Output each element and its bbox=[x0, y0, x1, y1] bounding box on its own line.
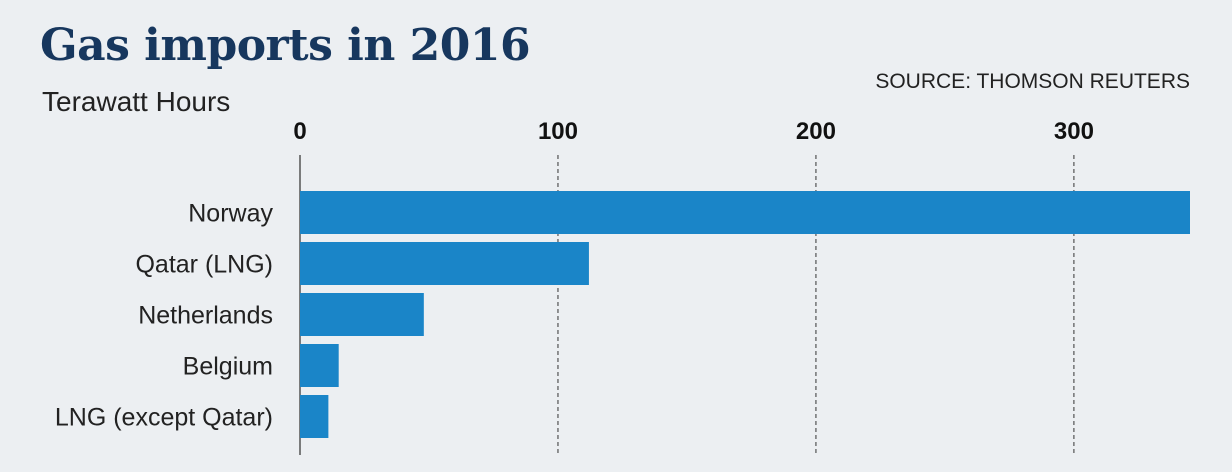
category-label: Qatar (LNG) bbox=[135, 251, 273, 279]
chart-title: Gas imports in 2016 bbox=[40, 20, 531, 71]
bar bbox=[300, 293, 424, 336]
bar bbox=[300, 395, 329, 438]
x-tick-label: 200 bbox=[796, 118, 836, 145]
category-label: Netherlands bbox=[138, 302, 273, 330]
x-tick-label: 300 bbox=[1054, 118, 1094, 145]
x-tick-label: 0 bbox=[293, 118, 306, 145]
category-label: LNG (except Qatar) bbox=[55, 404, 273, 432]
x-tick-label: 100 bbox=[538, 118, 578, 145]
chart-subtitle: Terawatt Hours bbox=[42, 86, 231, 117]
bar bbox=[300, 344, 339, 387]
bar bbox=[300, 191, 1190, 234]
bar bbox=[300, 242, 589, 285]
category-label: Belgium bbox=[183, 353, 273, 381]
category-label: Norway bbox=[188, 200, 273, 228]
source-note: SOURCE: THOMSON REUTERS bbox=[875, 70, 1190, 93]
